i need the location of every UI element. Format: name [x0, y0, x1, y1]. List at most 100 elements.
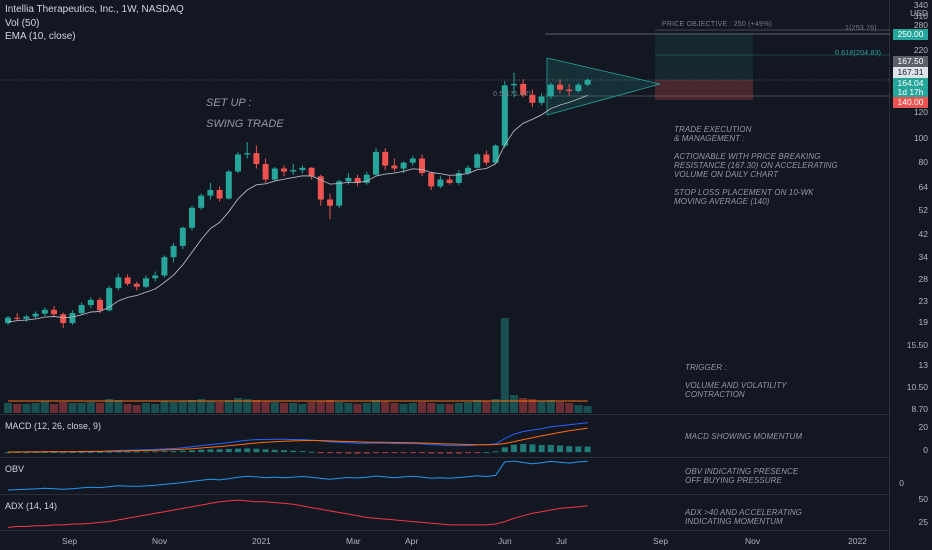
- volume-bar: [114, 400, 123, 413]
- candle-body: [51, 309, 57, 315]
- candle: [373, 148, 379, 177]
- volume-bar: [142, 403, 150, 413]
- candle: [143, 275, 149, 289]
- volume-bar: [261, 401, 270, 413]
- volume-bar: [583, 406, 592, 413]
- volume-bar: [519, 398, 528, 413]
- macd-histogram-bar: [189, 450, 195, 453]
- candle: [124, 274, 131, 286]
- candle: [529, 89, 536, 108]
- candle: [51, 306, 57, 317]
- candle: [538, 93, 545, 106]
- macd-histogram-bar: [281, 450, 287, 453]
- candle: [152, 271, 159, 282]
- candle-body: [189, 207, 195, 228]
- candle-body: [501, 85, 508, 146]
- macd-y-tick: 20: [918, 422, 928, 432]
- y-tick: 15.50: [906, 340, 928, 350]
- macd-histogram-bar: [465, 452, 471, 454]
- candle-body: [391, 165, 398, 169]
- macd-histogram-bar: [373, 452, 379, 454]
- macd-histogram-bar: [317, 452, 324, 454]
- volume-bar: [280, 403, 288, 413]
- candle-body: [483, 154, 490, 163]
- currency-label: USD: [910, 8, 928, 18]
- candle-body: [106, 288, 113, 311]
- y-tick: 8.70: [911, 404, 928, 414]
- candle-body: [198, 195, 205, 208]
- candle-body: [575, 84, 582, 92]
- volume-bar: [316, 401, 325, 413]
- macd-pane-label[interactable]: MACD (12, 26, close, 9): [5, 421, 102, 431]
- x-tick: Apr: [405, 536, 419, 546]
- volume-bar: [445, 404, 454, 413]
- y-tick: 310: [913, 11, 928, 21]
- volume-bar: [160, 401, 169, 413]
- volume-bar: [252, 400, 261, 413]
- macd-histogram-bar: [446, 452, 453, 454]
- candle-body: [529, 94, 536, 103]
- candle: [281, 165, 287, 177]
- volume-bar: [381, 401, 390, 413]
- volume-bar: [408, 403, 417, 413]
- volume-bar: [436, 404, 445, 413]
- candle: [336, 179, 343, 208]
- obv-note: OBV INDICATING PRESENCE OFF BUYING PRESS…: [685, 467, 799, 485]
- y-tick: 28: [918, 274, 928, 284]
- macd-histogram-bar: [32, 452, 39, 454]
- macd-histogram-bar: [41, 452, 48, 454]
- candle-body: [290, 170, 297, 172]
- candle: [483, 150, 490, 166]
- candle-body: [87, 299, 94, 305]
- candle-body: [317, 176, 324, 200]
- candle-body: [474, 154, 481, 168]
- obv-line: [7, 460, 588, 491]
- volume-indicator-label[interactable]: Vol (50): [5, 18, 40, 29]
- macd-histogram-bar: [363, 452, 370, 454]
- macd-histogram-bar: [557, 445, 563, 453]
- candle: [299, 165, 306, 174]
- candle-body: [492, 145, 499, 163]
- macd-histogram-bar: [474, 452, 481, 454]
- macd-histogram-bar: [336, 452, 343, 454]
- volume-bar: [510, 395, 518, 413]
- candle-body: [465, 167, 471, 174]
- candle: [32, 311, 39, 319]
- volume-bar: [537, 401, 546, 413]
- setup-note: SET UP :: [206, 97, 252, 109]
- macd-histogram-bar: [382, 452, 389, 454]
- candle: [170, 242, 177, 263]
- y-tick: 42: [918, 229, 928, 239]
- candle: [446, 176, 453, 185]
- macd-histogram-bar: [547, 444, 554, 453]
- x-tick: Jul: [556, 536, 567, 546]
- candle-body: [382, 151, 389, 166]
- obv-pane-label[interactable]: OBV: [5, 464, 25, 474]
- trigger-note: TRIGGER : VOLUME AND VOLATILITY CONTRACT…: [685, 363, 787, 399]
- macd-histogram-bar: [124, 451, 131, 453]
- macd-histogram-bar: [345, 452, 352, 454]
- macd-histogram-bar: [253, 448, 260, 453]
- candle: [391, 158, 398, 172]
- volume-bar: [59, 402, 68, 413]
- macd-histogram-bar: [207, 449, 214, 453]
- adx-line: [7, 499, 588, 528]
- macd-histogram-bar: [529, 444, 536, 453]
- volume-bar: [188, 400, 196, 413]
- macd-histogram-bar: [14, 452, 21, 454]
- macd-histogram-bar: [225, 449, 232, 453]
- macd-histogram-bar: [419, 452, 425, 454]
- candle: [354, 174, 361, 187]
- candle-body: [41, 309, 48, 314]
- volume-bar: [289, 403, 298, 413]
- adx-pane-label[interactable]: ADX (14, 14): [5, 501, 58, 511]
- y-tick: 80: [918, 157, 928, 167]
- volume-bar: [234, 398, 242, 413]
- volume-bar: [362, 403, 371, 413]
- macd-signal-line: [8, 427, 588, 453]
- macd-histogram-bar: [437, 452, 444, 454]
- candle-body: [235, 154, 241, 172]
- ema-indicator-label[interactable]: EMA (10, close): [5, 31, 76, 42]
- candle: [225, 170, 232, 200]
- macd-histogram-bar: [308, 451, 315, 453]
